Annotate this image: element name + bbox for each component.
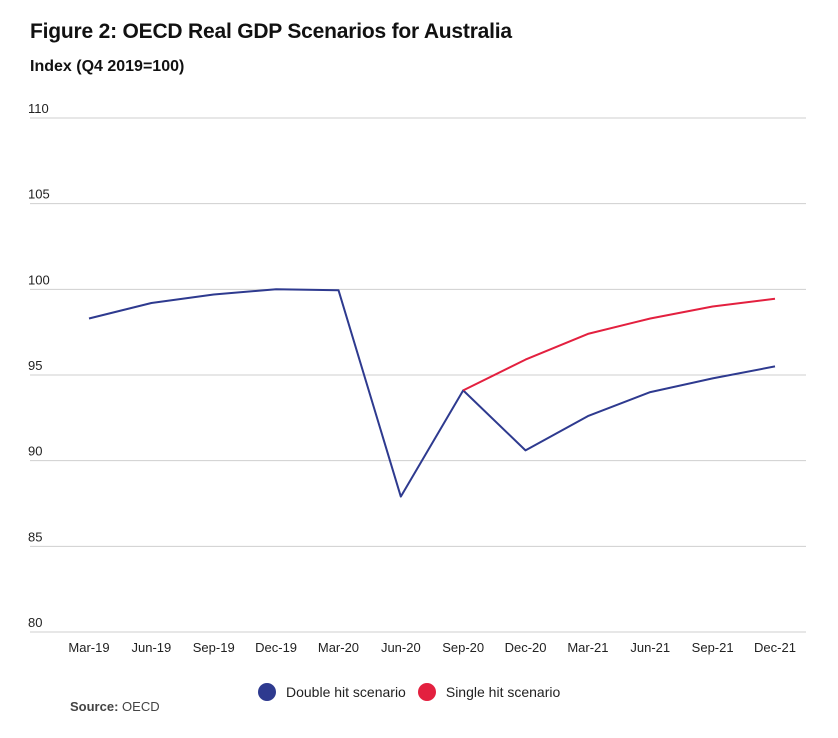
- x-tick-label: Dec-21: [754, 640, 796, 655]
- x-tick-labels: Mar-19 Jun-19 Sep-19 Dec-19 Mar-20 Jun-20 Sep-…: [68, 640, 796, 655]
- legend-swatch-double-hit: [258, 683, 276, 701]
- legend: Double hit scenario Single hit scenario: [258, 683, 572, 701]
- legend-label-double-hit: Double hit scenario: [286, 684, 406, 700]
- x-tick-label: Mar-21: [567, 640, 608, 655]
- x-tick-label: Dec-19: [255, 640, 297, 655]
- gdp-line-chart: 110 105 100 95 90 85 80 Mar-19 Jun-19 Sep-19 Dec-…: [28, 101, 806, 655]
- x-tick-label: Jun-19: [131, 640, 171, 655]
- x-tick-label: Sep-21: [692, 640, 734, 655]
- y-tick-label: 80: [28, 615, 42, 630]
- x-tick-label: Dec-20: [505, 640, 547, 655]
- series-line-double-hit: [88, 288, 776, 498]
- y-tick-label: 100: [28, 272, 50, 287]
- x-tick-label: Jun-20: [381, 640, 421, 655]
- source-note: Source: OECD: [70, 699, 160, 714]
- source-label: Source:: [70, 699, 119, 714]
- x-tick-label: Sep-20: [442, 640, 484, 655]
- chart-subtitle: Index (Q4 2019=100): [30, 58, 185, 75]
- legend-item-single-hit: Single hit scenario: [417, 683, 561, 701]
- y-tick-label: 90: [28, 444, 42, 459]
- x-tick-label: Jun-21: [630, 640, 670, 655]
- y-tick-label: 95: [28, 358, 42, 373]
- legend-item-double-hit: Double hit scenario: [258, 683, 406, 701]
- y-tick-labels: 110 105 100 95 90 85 80: [28, 101, 50, 630]
- legend-label-single-hit: Single hit scenario: [445, 684, 561, 700]
- y-tick-label: 110: [28, 101, 49, 116]
- gridlines: [30, 117, 806, 633]
- series-lines: [88, 288, 776, 498]
- chart-title: Figure 2: OECD Real GDP Scenarios for Au…: [30, 20, 512, 43]
- legend-swatch-single-hit: [417, 683, 436, 701]
- x-tick-label: Sep-19: [193, 640, 235, 655]
- source-text: OECD: [122, 699, 160, 714]
- x-tick-label: Mar-19: [68, 640, 109, 655]
- series-line-single-hit: [462, 297, 776, 392]
- y-tick-label: 85: [28, 529, 42, 544]
- y-tick-label: 105: [28, 187, 50, 202]
- x-tick-label: Mar-20: [318, 640, 359, 655]
